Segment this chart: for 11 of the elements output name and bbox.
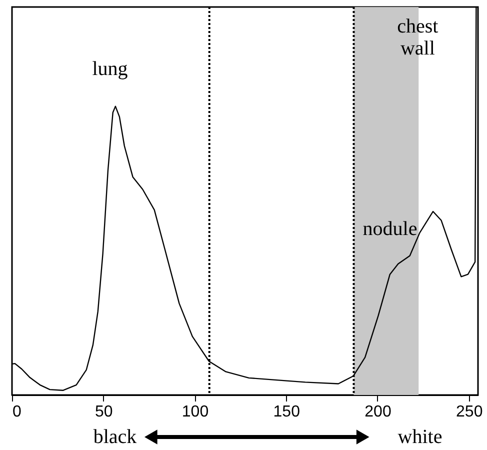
annotation: chest wall xyxy=(397,15,439,60)
x-tick-label: 50 xyxy=(94,404,113,420)
x-tick-label: 150 xyxy=(273,404,300,420)
annotation: nodule xyxy=(362,218,418,240)
text: white xyxy=(398,426,442,448)
x-tick-label: 0 xyxy=(12,404,22,420)
text: black xyxy=(93,426,137,448)
x-tick-label: 250 xyxy=(456,404,483,420)
annotation: lung xyxy=(92,58,128,80)
x-tick-label: 200 xyxy=(364,404,392,420)
x-tick-label: 100 xyxy=(182,404,209,420)
